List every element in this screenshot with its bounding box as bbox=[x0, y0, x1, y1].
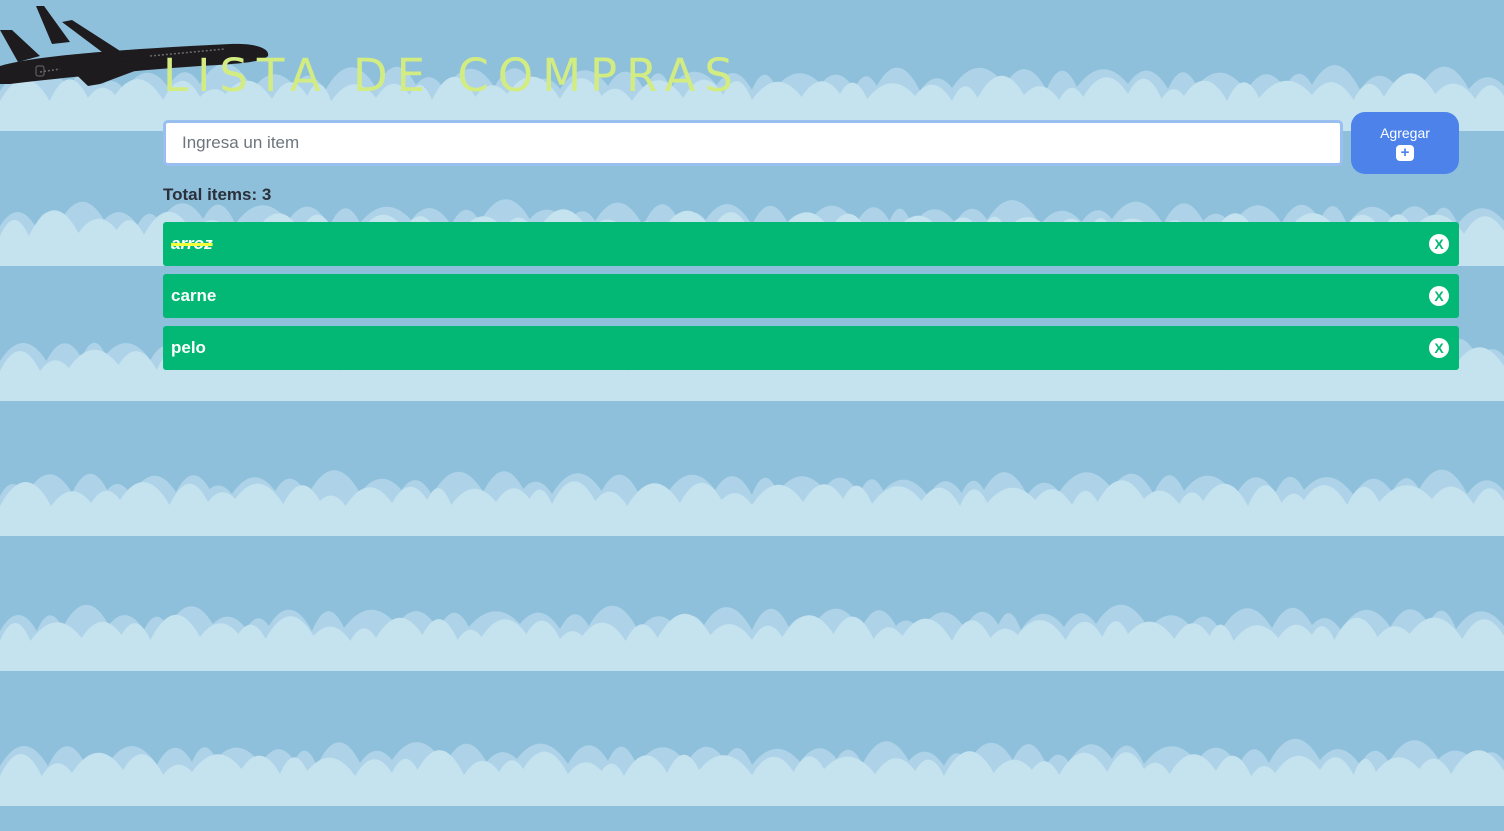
clouds-illustration bbox=[0, 469, 1504, 536]
close-icon[interactable]: X bbox=[1429, 234, 1449, 254]
cloud-band bbox=[0, 726, 1504, 806]
page-title: LISTA DE COMPRAS bbox=[163, 49, 742, 102]
add-button-label: Agregar bbox=[1380, 125, 1430, 141]
list-item[interactable]: pelo X bbox=[163, 326, 1459, 370]
close-icon[interactable]: X bbox=[1429, 338, 1449, 358]
total-items: Total items: 3 bbox=[163, 178, 1459, 212]
item-list: arroz X carne X pelo X bbox=[163, 222, 1459, 370]
item-input[interactable] bbox=[163, 120, 1343, 166]
plus-icon: + bbox=[1396, 145, 1414, 161]
cloud-band bbox=[0, 591, 1504, 671]
clouds-illustration bbox=[0, 63, 1504, 131]
list-item[interactable]: carne X bbox=[163, 274, 1459, 318]
list-item-text: arroz bbox=[171, 234, 213, 253]
clouds-illustration bbox=[0, 604, 1504, 671]
list-item-text: pelo bbox=[171, 338, 206, 357]
total-items-count: 3 bbox=[261, 185, 272, 204]
shopping-list-app: LISTA DE COMPRAS Agregar + Total items: … bbox=[163, 46, 1459, 378]
airplane-icon bbox=[0, 6, 269, 86]
close-icon[interactable]: X bbox=[1429, 286, 1449, 306]
cloud-band bbox=[0, 456, 1504, 536]
total-items-label: Total items: bbox=[163, 185, 258, 204]
add-item-form: Agregar + bbox=[163, 112, 1459, 174]
list-item-text: carne bbox=[171, 286, 217, 305]
clouds-illustration bbox=[0, 738, 1504, 806]
cloud-band bbox=[0, 51, 1504, 131]
add-button[interactable]: Agregar + bbox=[1351, 112, 1459, 174]
list-item[interactable]: arroz X bbox=[163, 222, 1459, 266]
